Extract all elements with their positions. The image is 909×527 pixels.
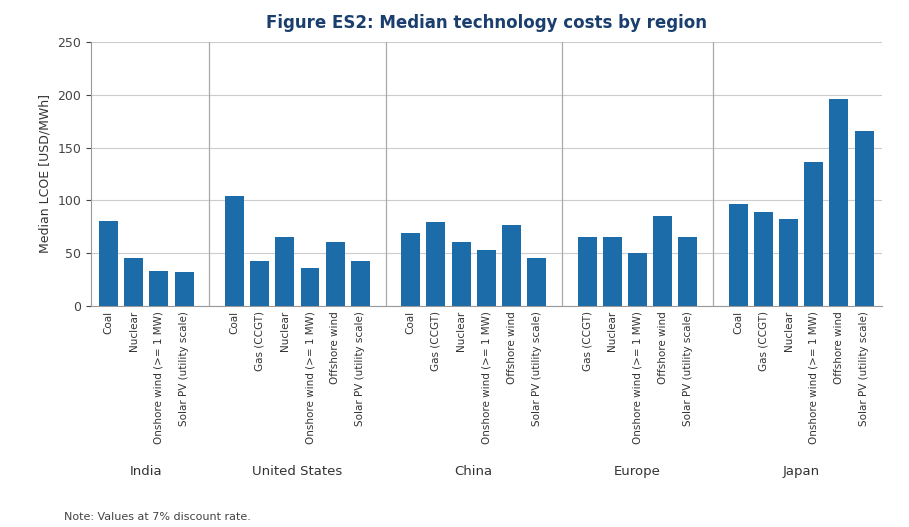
Bar	[99, 221, 118, 306]
Bar	[779, 219, 798, 306]
Text: Note: Values at 7% discount rate.: Note: Values at 7% discount rate.	[64, 512, 251, 522]
Bar	[250, 261, 269, 306]
Bar	[678, 237, 697, 306]
Bar	[351, 261, 370, 306]
Bar	[301, 268, 319, 306]
Bar	[754, 212, 773, 306]
Bar	[527, 258, 546, 306]
Text: India: India	[130, 465, 163, 479]
Bar	[830, 99, 848, 306]
Text: United States: United States	[253, 465, 343, 479]
Bar	[729, 204, 747, 306]
Bar	[804, 162, 824, 306]
Bar	[175, 272, 194, 306]
Bar	[654, 216, 672, 306]
Text: Europe: Europe	[614, 465, 661, 479]
Bar	[149, 271, 168, 306]
Text: China: China	[454, 465, 493, 479]
Bar	[502, 225, 521, 306]
Bar	[275, 237, 295, 306]
Bar	[325, 242, 345, 306]
Bar	[854, 131, 874, 306]
Text: Japan: Japan	[783, 465, 820, 479]
Bar	[603, 237, 622, 306]
Bar	[628, 253, 647, 306]
Bar	[477, 250, 495, 306]
Y-axis label: Median LCOE [USD/MWh]: Median LCOE [USD/MWh]	[39, 94, 52, 253]
Bar	[577, 237, 596, 306]
Title: Figure ES2: Median technology costs by region: Figure ES2: Median technology costs by r…	[265, 14, 707, 32]
Bar	[452, 242, 471, 306]
Bar	[225, 196, 244, 306]
Bar	[125, 258, 143, 306]
Bar	[401, 233, 420, 306]
Bar	[426, 222, 445, 306]
